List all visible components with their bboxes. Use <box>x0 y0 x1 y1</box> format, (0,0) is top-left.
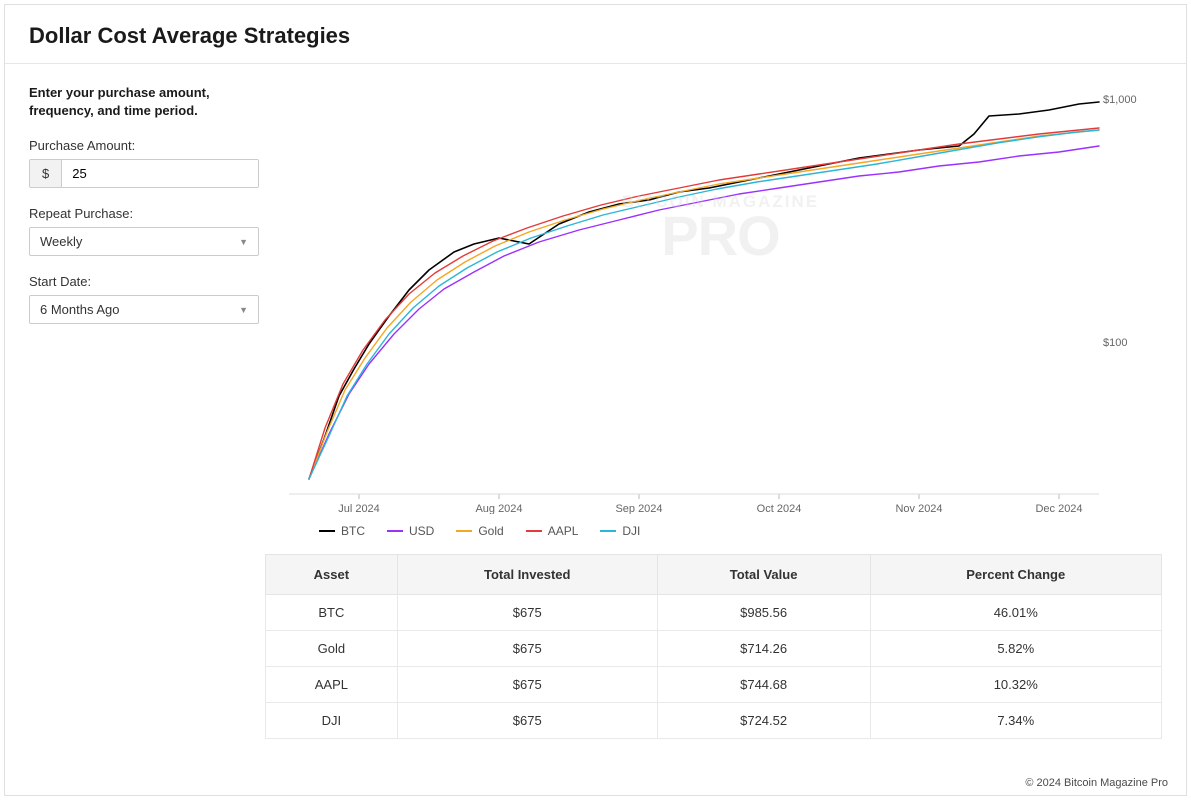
table-cell: $675 <box>397 667 657 703</box>
table-row: Gold$675$714.265.82% <box>266 631 1162 667</box>
table-cell: 10.32% <box>870 667 1162 703</box>
table-cell: 46.01% <box>870 595 1162 631</box>
page-title: Dollar Cost Average Strategies <box>29 23 1162 49</box>
legend-swatch <box>319 530 335 532</box>
chart-area: BITCOIN MAGAZINE PRO $1,000$100Jul 2024A… <box>279 84 1162 538</box>
line-chart: $1,000 $100 Jul 2024 Aug 2024 Sep 2024 Oct 20… <box>279 84 1149 514</box>
app-container: Dollar Cost Average Strategies Enter you… <box>4 4 1187 796</box>
table-cell: Gold <box>266 631 398 667</box>
svg-text:Oct 2024: Oct 2024 <box>757 503 802 514</box>
legend-swatch <box>600 530 616 532</box>
chevron-down-icon: ▼ <box>239 237 248 247</box>
table-cell: $744.68 <box>657 667 870 703</box>
currency-prefix: $ <box>30 160 62 187</box>
legend-swatch <box>456 530 472 532</box>
table-header: Total Invested <box>397 555 657 595</box>
legend-swatch <box>387 530 403 532</box>
legend-item[interactable]: USD <box>387 524 434 538</box>
svg-text:Nov 2024: Nov 2024 <box>895 503 942 514</box>
svg-text:Aug 2024: Aug 2024 <box>475 503 522 514</box>
purchase-amount-input-group[interactable]: $ <box>29 159 259 188</box>
start-date-label: Start Date: <box>29 274 259 289</box>
purchase-amount-group: Purchase Amount: $ <box>29 138 259 188</box>
table-cell: $675 <box>397 631 657 667</box>
table-header: Asset <box>266 555 398 595</box>
legend-swatch <box>526 530 542 532</box>
repeat-purchase-value: Weekly <box>40 234 82 249</box>
table-cell: 7.34% <box>870 703 1162 739</box>
table-cell: $714.26 <box>657 631 870 667</box>
legend-item[interactable]: DJI <box>600 524 640 538</box>
start-date-group: Start Date: 6 Months Ago ▼ <box>29 274 259 324</box>
legend-label: DJI <box>622 524 640 538</box>
results-table-wrap: AssetTotal InvestedTotal ValuePercent Ch… <box>5 546 1186 739</box>
table-cell: $724.52 <box>657 703 870 739</box>
results-table: AssetTotal InvestedTotal ValuePercent Ch… <box>265 554 1162 739</box>
chevron-down-icon: ▼ <box>239 305 248 315</box>
legend-label: BTC <box>341 524 365 538</box>
start-date-select[interactable]: 6 Months Ago ▼ <box>29 295 259 324</box>
footer-copyright: © 2024 Bitcoin Magazine Pro <box>1025 777 1168 789</box>
chart-legend: BTC USD Gold AAPL DJI <box>279 514 1162 538</box>
svg-text:Dec 2024: Dec 2024 <box>1035 503 1082 514</box>
table-cell: BTC <box>266 595 398 631</box>
start-date-value: 6 Months Ago <box>40 302 120 317</box>
table-header: Percent Change <box>870 555 1162 595</box>
table-row: DJI$675$724.527.34% <box>266 703 1162 739</box>
table-cell: $985.56 <box>657 595 870 631</box>
legend-item[interactable]: BTC <box>319 524 365 538</box>
legend-label: USD <box>409 524 434 538</box>
table-cell: $675 <box>397 595 657 631</box>
form-heading: Enter your purchase amount, frequency, a… <box>29 84 259 120</box>
table-cell: DJI <box>266 703 398 739</box>
repeat-purchase-group: Repeat Purchase: Weekly ▼ <box>29 206 259 256</box>
legend-item[interactable]: AAPL <box>526 524 579 538</box>
svg-text:Jul 2024: Jul 2024 <box>338 503 380 514</box>
legend-label: Gold <box>478 524 503 538</box>
repeat-purchase-select[interactable]: Weekly ▼ <box>29 227 259 256</box>
table-header: Total Value <box>657 555 870 595</box>
main-row: Enter your purchase amount, frequency, a… <box>5 64 1186 546</box>
sidebar-form: Enter your purchase amount, frequency, a… <box>29 84 279 538</box>
repeat-purchase-label: Repeat Purchase: <box>29 206 259 221</box>
purchase-amount-label: Purchase Amount: <box>29 138 259 153</box>
svg-text:$100: $100 <box>1103 337 1127 349</box>
svg-text:$1,000: $1,000 <box>1103 94 1137 106</box>
table-cell: AAPL <box>266 667 398 703</box>
header: Dollar Cost Average Strategies <box>5 5 1186 64</box>
svg-text:Sep 2024: Sep 2024 <box>615 503 662 514</box>
table-cell: 5.82% <box>870 631 1162 667</box>
table-row: BTC$675$985.5646.01% <box>266 595 1162 631</box>
legend-label: AAPL <box>548 524 579 538</box>
purchase-amount-input[interactable] <box>62 160 258 187</box>
legend-item[interactable]: Gold <box>456 524 503 538</box>
table-cell: $675 <box>397 703 657 739</box>
table-row: AAPL$675$744.6810.32% <box>266 667 1162 703</box>
